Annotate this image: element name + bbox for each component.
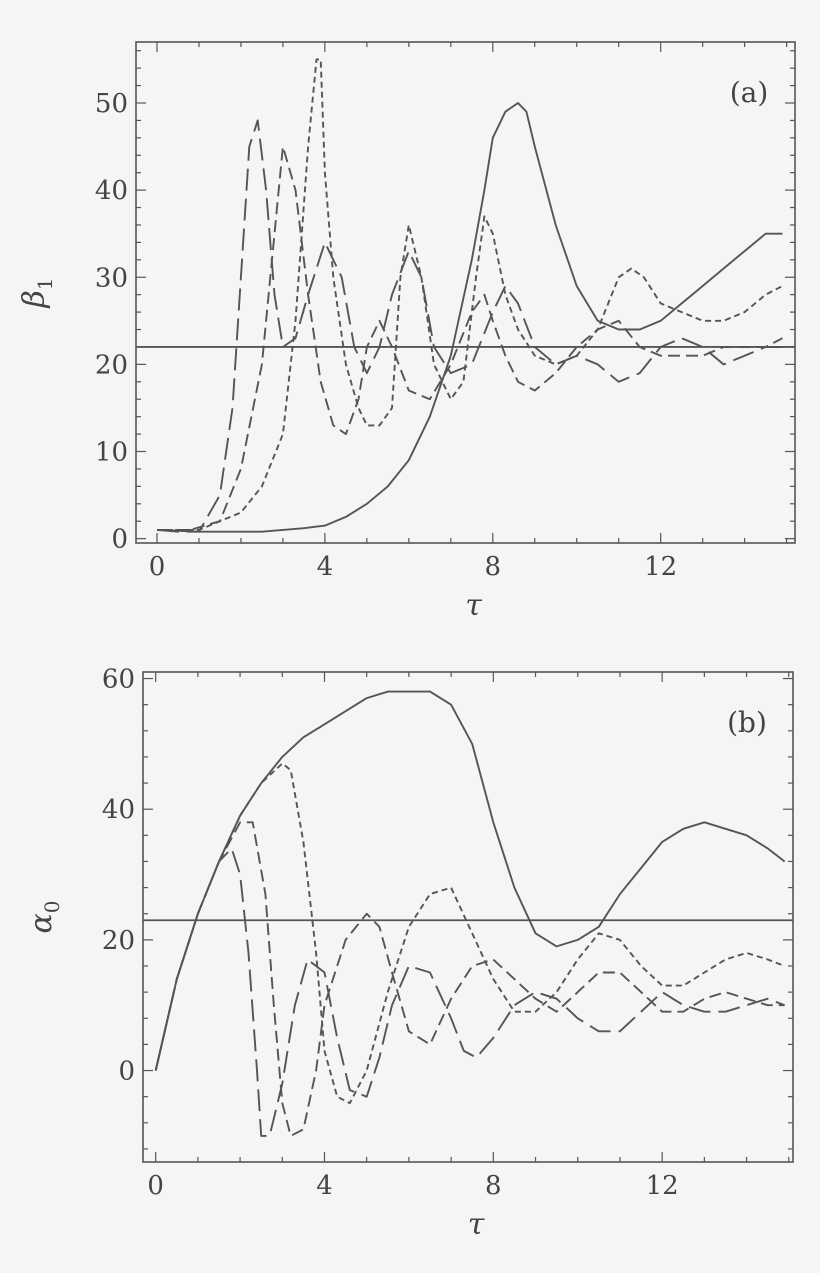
series-line-short-dash	[157, 58, 783, 531]
y-tick-label: 0	[118, 1057, 135, 1087]
series-line-solid	[154, 690, 786, 1071]
y-axis-symbol: β	[17, 290, 52, 308]
series-line-long-dash	[154, 847, 785, 1137]
plot-frame	[135, 41, 796, 544]
panel-a-chart: 0 4 8 12 0 10 20 30 40 50 τ β1 (a)	[17, 41, 796, 623]
y-tick-label: 40	[95, 176, 128, 206]
x-axis-title: τ	[465, 588, 482, 623]
series-line-short-dash	[154, 762, 785, 1105]
x-tick-label: 8	[485, 552, 502, 582]
series-line-medium-dash	[154, 821, 785, 1137]
plot-frame	[142, 671, 794, 1163]
plot-area	[156, 58, 783, 533]
x-tick-label: 4	[317, 552, 334, 582]
y-axis-symbol: α	[24, 913, 59, 933]
series-line-medium-dash	[157, 145, 783, 531]
x-tick-label: 12	[644, 552, 677, 582]
y-axis-title: β1	[17, 277, 57, 308]
y-tick-label: 50	[95, 89, 128, 119]
x-tick-label: 0	[149, 552, 166, 582]
y-tick-label: 20	[102, 926, 135, 956]
series-line-long-dash	[156, 119, 783, 533]
y-tick-label: 60	[102, 665, 135, 695]
y-tick-label: 10	[95, 438, 128, 468]
series-line-solid	[156, 102, 783, 533]
y-tick-label: 30	[95, 263, 128, 293]
x-tick-label: 0	[147, 1171, 164, 1201]
x-tick-label: 12	[646, 1171, 679, 1201]
y-axis-subscript: 1	[33, 277, 57, 290]
plot-area	[154, 690, 786, 1137]
panel-label: (a)	[730, 76, 769, 109]
panel-label: (b)	[727, 706, 767, 739]
y-axis-title: α0	[24, 901, 64, 934]
x-axis-title: τ	[468, 1207, 485, 1242]
y-axis-subscript: 0	[40, 901, 64, 914]
y-tick-label: 20	[95, 350, 128, 380]
x-tick-label: 8	[485, 1171, 502, 1201]
y-tick-label: 40	[102, 795, 135, 825]
x-tick-label: 4	[316, 1171, 333, 1201]
y-tick-label: 0	[111, 525, 128, 555]
